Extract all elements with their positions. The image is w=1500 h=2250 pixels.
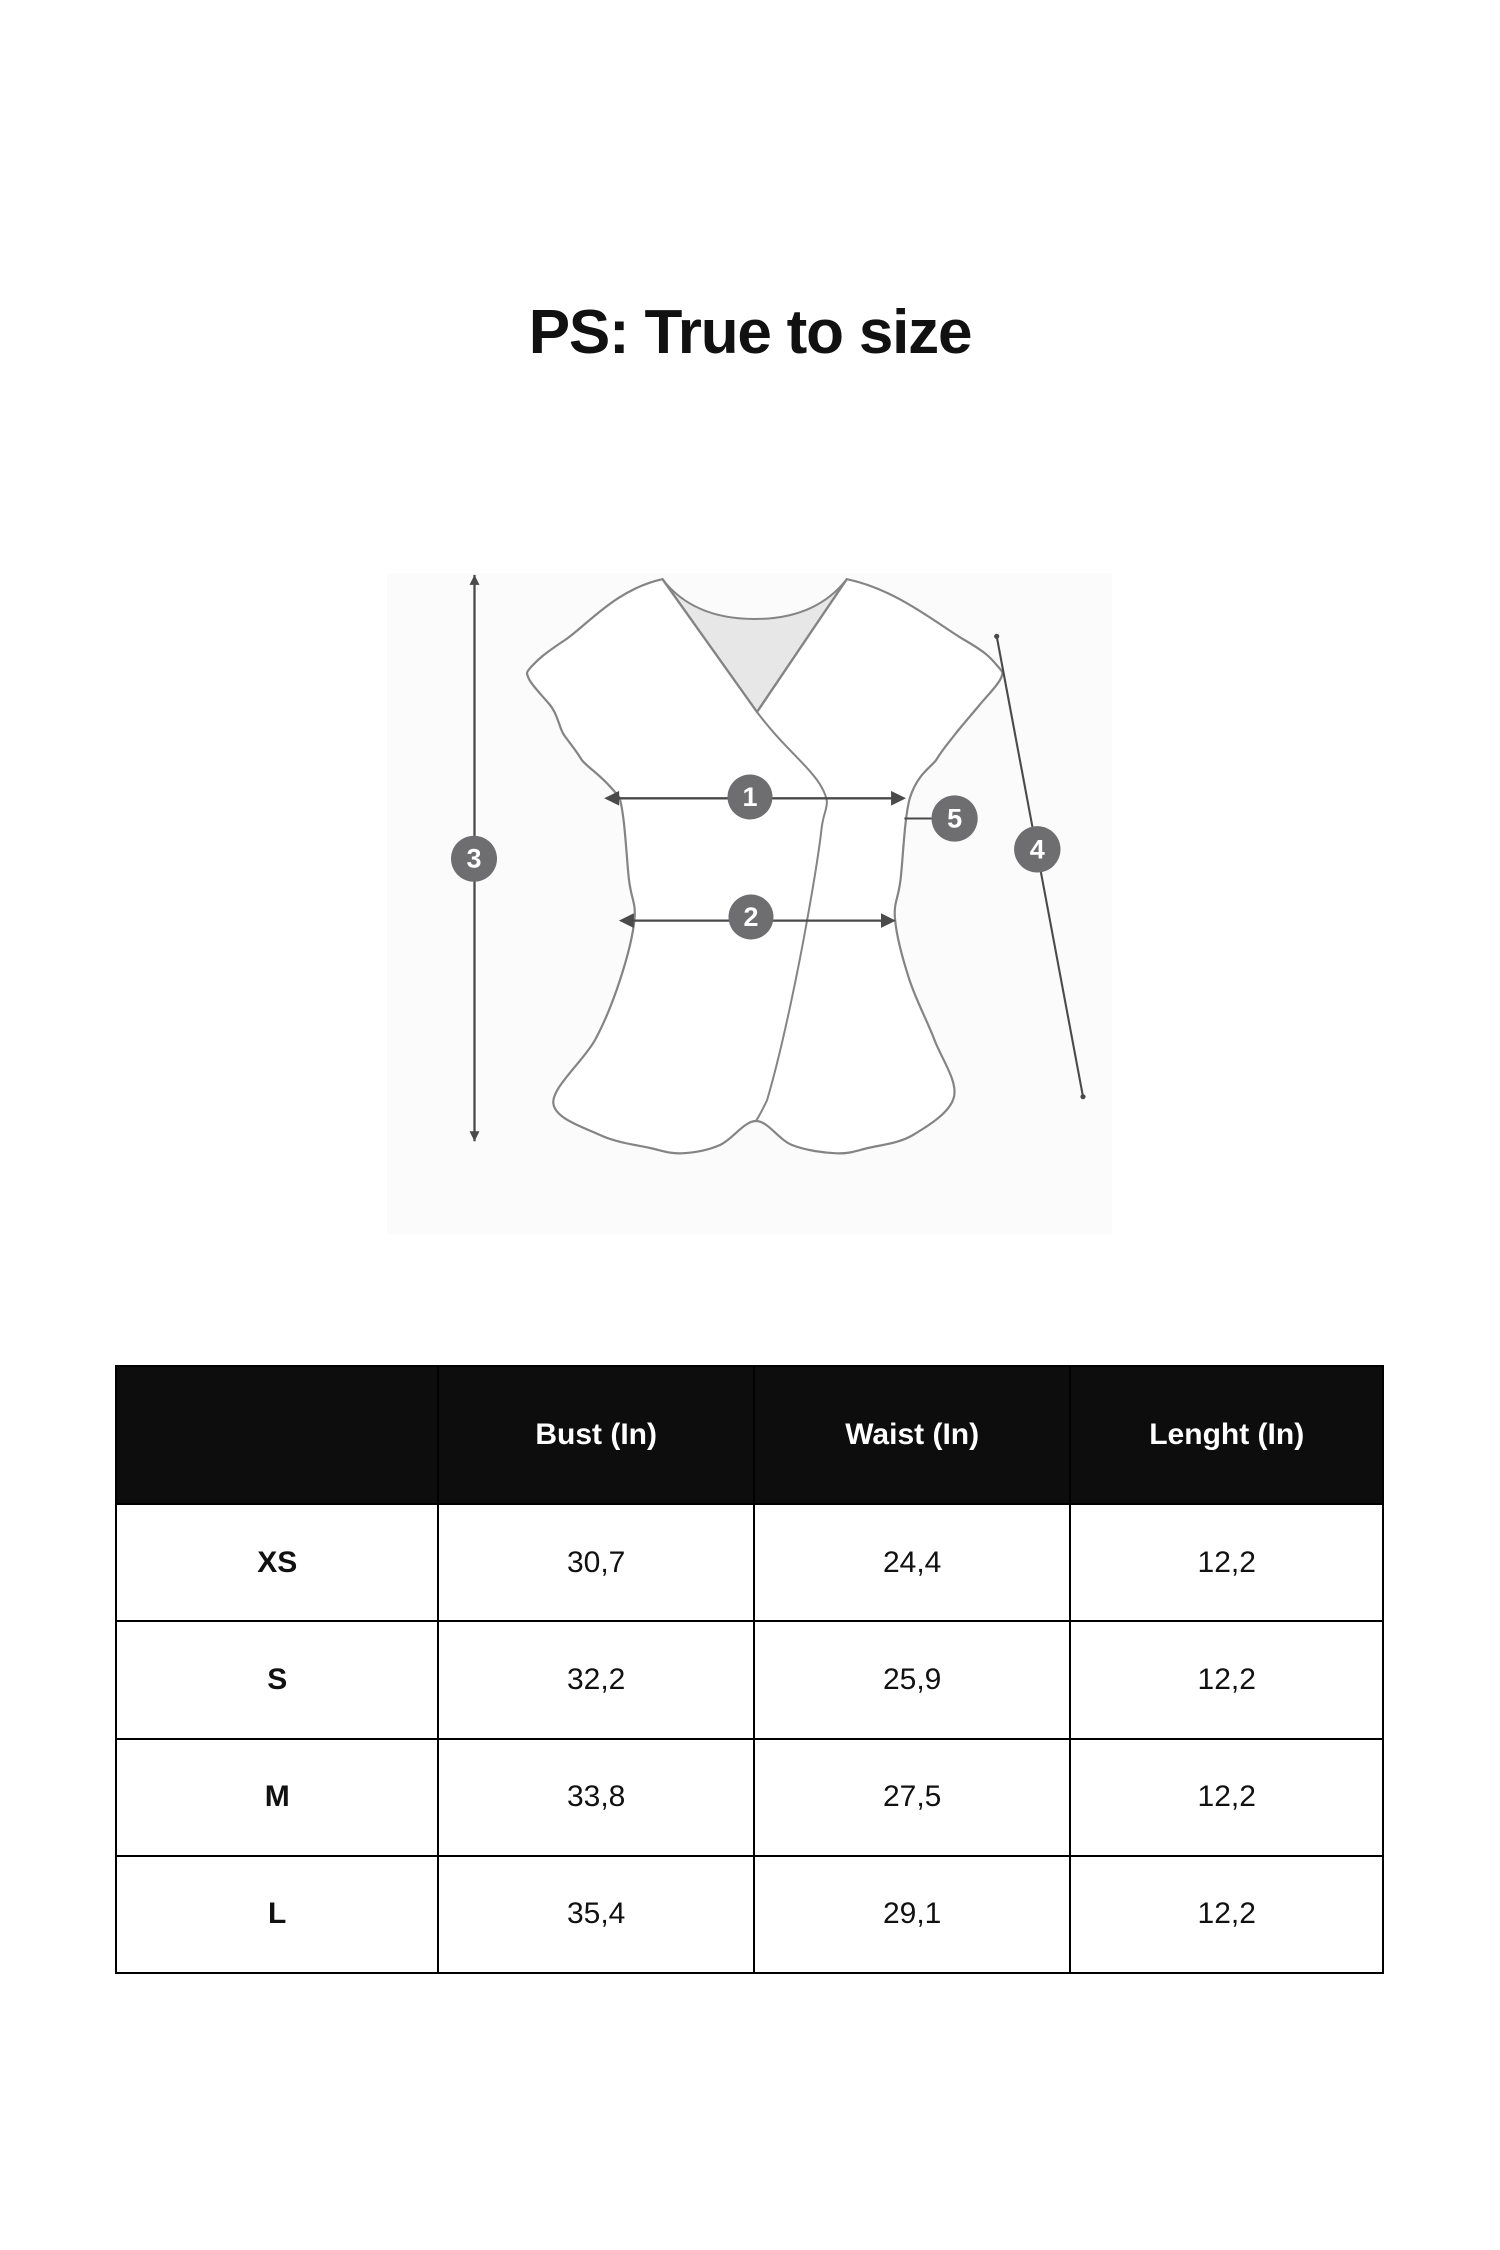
svg-text:2: 2 <box>743 902 758 932</box>
svg-text:3: 3 <box>466 844 481 874</box>
svg-text:5: 5 <box>947 804 962 834</box>
svg-text:1: 1 <box>742 782 757 812</box>
svg-text:4: 4 <box>1030 834 1045 864</box>
